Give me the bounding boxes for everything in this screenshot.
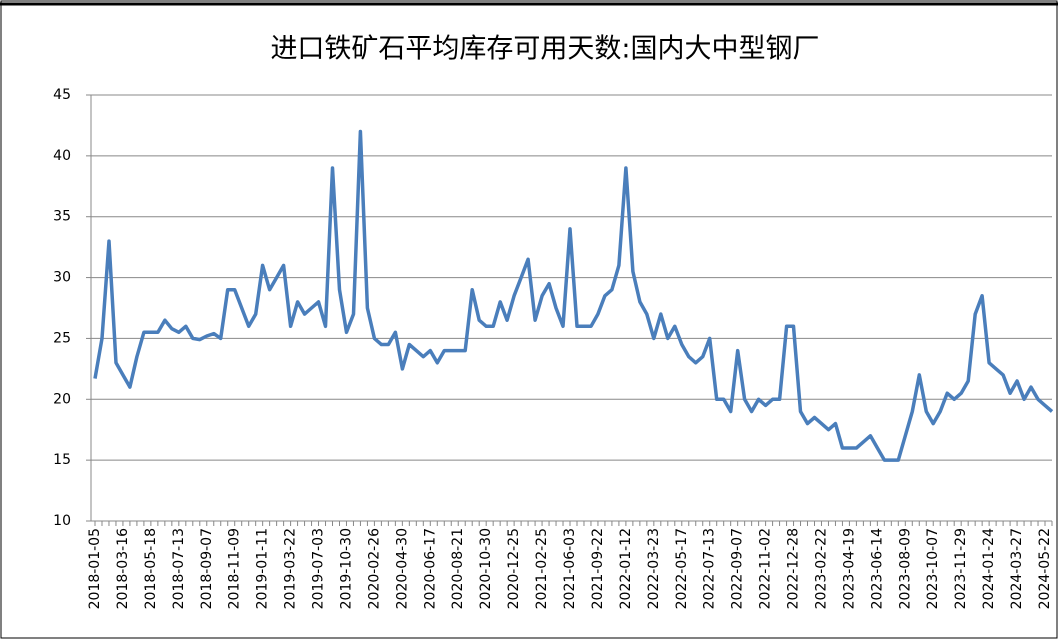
- x-tick-label: 2022-12-28: [786, 528, 802, 609]
- x-tick-label: 2022-11-02: [758, 528, 774, 609]
- x-tick-label: 2019-03-22: [283, 528, 299, 609]
- x-tick-label: 2019-10-30: [338, 528, 354, 609]
- y-tick-label: 30: [53, 270, 71, 286]
- x-tick-label: 2020-04-30: [394, 528, 410, 609]
- y-tick-label: 40: [53, 148, 71, 164]
- x-tick-label: 2019-07-03: [311, 528, 327, 609]
- x-tick-label: 2022-05-17: [674, 528, 690, 609]
- x-tick-label: 2020-08-21: [450, 528, 466, 609]
- x-tick-label: 2024-01-24: [981, 528, 997, 609]
- x-tick-label: 2024-03-27: [1009, 528, 1025, 609]
- x-tick-label: 2023-11-29: [953, 528, 969, 609]
- x-tick-label: 2018-11-09: [227, 528, 243, 609]
- x-tick-label: 2022-03-23: [646, 528, 662, 609]
- x-tick-label: 2022-09-07: [730, 528, 746, 609]
- x-tick-label: 2022-01-12: [618, 528, 634, 609]
- x-tick-label: 2021-09-22: [590, 528, 606, 609]
- x-tick-label: 2020-06-17: [422, 528, 438, 609]
- y-tick-label: 45: [53, 87, 71, 103]
- x-tick-label: 2023-04-19: [841, 528, 857, 609]
- x-tick-label: 2020-10-30: [478, 528, 494, 609]
- x-tick-label: 2018-03-16: [115, 528, 131, 609]
- x-tick-label: 2024-05-22: [1037, 528, 1053, 609]
- x-tick-label: 2018-09-07: [199, 528, 215, 609]
- x-tick-label: 2018-01-05: [87, 528, 103, 609]
- x-tick-label: 2023-06-14: [869, 528, 885, 609]
- y-tick-label: 25: [53, 330, 71, 346]
- data-line: [93, 129, 1054, 462]
- x-tick-label: 2021-02-25: [534, 528, 550, 609]
- x-tick-label: 2018-05-18: [143, 528, 159, 609]
- y-tick-label: 20: [53, 391, 71, 407]
- x-tick-label: 2019-01-11: [255, 528, 271, 609]
- chart-title: 进口铁矿石平均库存可用天数:国内大中型钢厂: [270, 34, 819, 65]
- x-tick-label: 2018-07-13: [171, 528, 187, 609]
- x-tick-label: 2020-12-25: [506, 528, 522, 609]
- x-tick-label: 2023-10-07: [925, 528, 941, 609]
- y-tick-label: 10: [53, 513, 71, 529]
- x-tick-label: 2023-02-22: [813, 528, 829, 609]
- x-tick-label: 2023-08-09: [897, 528, 913, 609]
- x-tick-label: 2022-07-13: [702, 528, 718, 609]
- y-tick-label: 35: [53, 209, 71, 225]
- y-tick-label: 15: [53, 452, 71, 468]
- x-tick-label: 2020-02-26: [366, 528, 382, 609]
- x-tick-label: 2021-06-03: [562, 528, 578, 609]
